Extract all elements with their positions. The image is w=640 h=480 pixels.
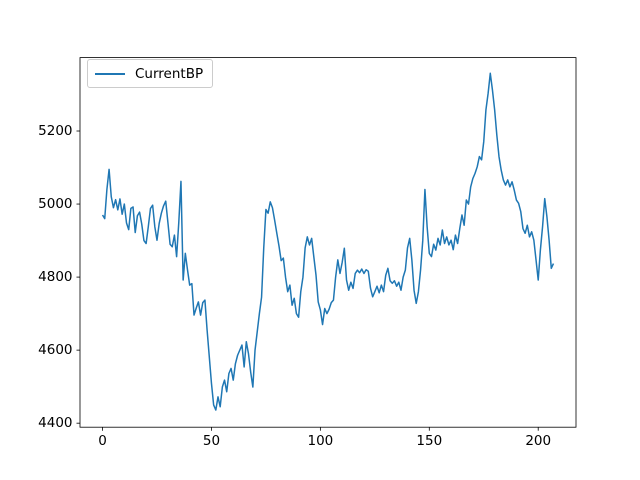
y-tick-label: 4400 bbox=[38, 415, 72, 431]
legend-label: CurrentBP bbox=[135, 65, 204, 82]
x-tick-label: 50 bbox=[203, 433, 220, 449]
x-tick-label: 200 bbox=[525, 433, 551, 449]
axes-frame bbox=[79, 57, 577, 428]
x-tick-label: 150 bbox=[416, 433, 442, 449]
legend: CurrentBP bbox=[87, 59, 214, 88]
y-tick-label: 4800 bbox=[38, 269, 72, 285]
legend-line-sample bbox=[95, 72, 125, 75]
y-tick-label: 5200 bbox=[38, 123, 72, 139]
y-tick-label: 5000 bbox=[38, 196, 72, 212]
y-tick-label: 4600 bbox=[38, 342, 72, 358]
x-tick-label: 100 bbox=[307, 433, 333, 449]
data-line-currentbp bbox=[101, 72, 555, 411]
x-tick-label: 0 bbox=[98, 433, 107, 449]
